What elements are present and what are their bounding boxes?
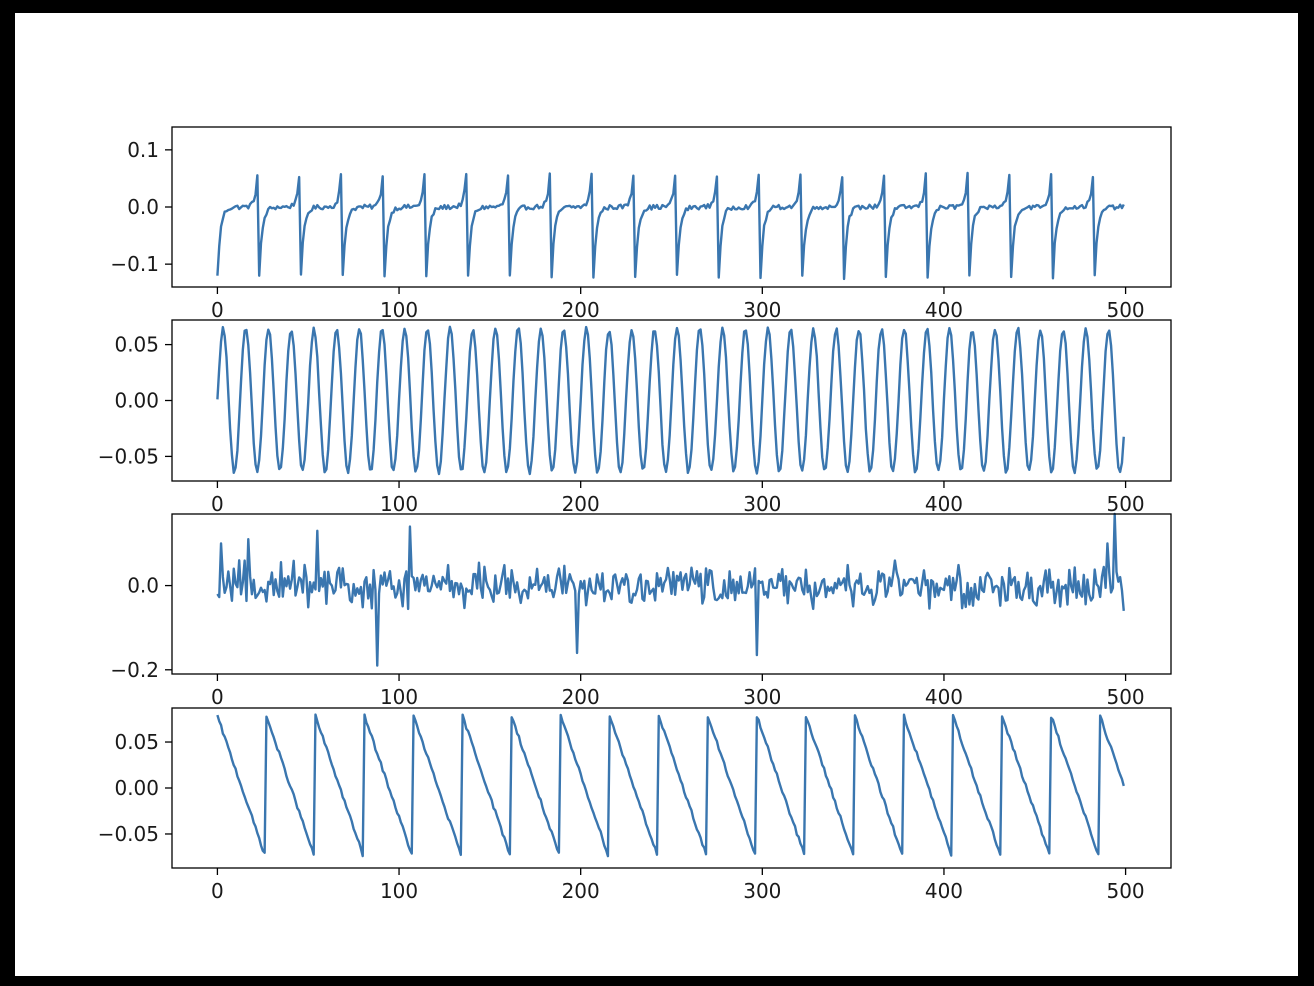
x-tick-label: 500	[1106, 685, 1144, 709]
x-tick-label: 0	[211, 298, 224, 322]
x-tick-label: 300	[743, 879, 781, 903]
x-tick-label: 0	[211, 492, 224, 516]
y-tick-label: 0.00	[114, 776, 159, 800]
x-tick-label: 100	[380, 685, 418, 709]
x-tick-label: 300	[743, 492, 781, 516]
x-tick-label: 200	[562, 298, 600, 322]
subplot-2: 0 100 200 300 400 500 −0.05 0.00 0.05	[98, 319, 1172, 516]
figure-canvas: 0 100 200 300 400 500 −0.1 0.0 0.1 0 100 200 300 400 5…	[15, 13, 1298, 976]
x-tick-label: 400	[925, 685, 963, 709]
y-tick-label: 0.0	[127, 574, 159, 598]
y-tick-label: 0.0	[127, 195, 159, 219]
y-tick-label: −0.05	[98, 444, 159, 468]
x-tick-label: 400	[925, 492, 963, 516]
plot-frame	[171, 513, 1172, 675]
y-tick-label: −0.1	[110, 252, 159, 276]
y-tick-label: −0.05	[98, 822, 159, 846]
x-tick-label: 300	[743, 298, 781, 322]
x-tick-label: 200	[562, 492, 600, 516]
x-tick-label: 300	[743, 685, 781, 709]
series-line	[216, 171, 1125, 281]
x-tick-label: 100	[380, 298, 418, 322]
subplot-1: 0 100 200 300 400 500 −0.1 0.0 0.1	[110, 126, 1172, 322]
plot-frame	[171, 707, 1172, 869]
x-tick-label: 0	[211, 879, 224, 903]
x-tick-label: 500	[1106, 879, 1144, 903]
x-tick-label: 0	[211, 685, 224, 709]
subplot-4: 0 100 200 300 400 500 −0.05 0.00 0.05	[98, 707, 1172, 903]
x-tick-label: 100	[380, 879, 418, 903]
x-tick-label: 200	[562, 685, 600, 709]
plot-frame	[171, 319, 1172, 482]
x-tick-label: 400	[925, 879, 963, 903]
series-line	[216, 325, 1125, 476]
y-tick-label: 0.05	[114, 730, 159, 754]
x-tick-label: 200	[562, 879, 600, 903]
y-tick-label: −0.2	[110, 658, 159, 682]
figure-svg: 0 100 200 300 400 500 −0.1 0.0 0.1 0 100 200 300 400 5…	[98, 126, 1172, 903]
plot-area	[172, 708, 1171, 868]
y-tick-label: 0.1	[127, 138, 159, 162]
x-tick-label: 400	[925, 298, 963, 322]
x-tick-label: 500	[1106, 492, 1144, 516]
plot-area	[172, 127, 1171, 287]
y-tick-label: 0.05	[114, 333, 159, 357]
subplot-3: 0 100 200 300 400 500 −0.2 0.0	[110, 512, 1172, 709]
plot-frame	[171, 126, 1172, 288]
series-line	[216, 512, 1125, 667]
series-line	[216, 713, 1125, 858]
y-tick-label: 0.00	[114, 389, 159, 413]
x-tick-label: 100	[380, 492, 418, 516]
x-tick-label: 500	[1106, 298, 1144, 322]
